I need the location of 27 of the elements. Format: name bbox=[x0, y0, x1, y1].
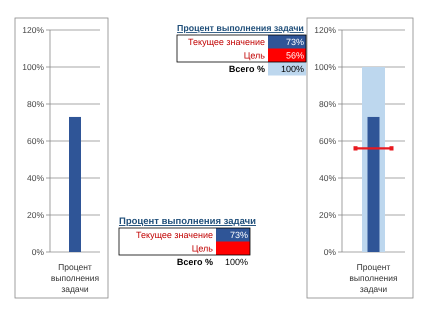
y-tick-label: 40% bbox=[26, 172, 44, 183]
text: 100% bbox=[280, 64, 304, 74]
y-tick-label: 100% bbox=[22, 62, 44, 72]
text: 56% bbox=[286, 50, 304, 60]
y-tick-label: 80% bbox=[26, 98, 44, 109]
y-tick-label: 100% bbox=[314, 62, 336, 72]
category-label: Текущее значение bbox=[136, 230, 213, 240]
y-tick-label: 120% bbox=[314, 24, 336, 35]
text: 73% bbox=[286, 36, 304, 47]
category-label: Всего % bbox=[228, 64, 265, 74]
y-tick-label: 120% bbox=[22, 24, 44, 35]
category-label: Текущее значение bbox=[188, 36, 265, 47]
text: Процент выполнения задачи bbox=[119, 216, 256, 227]
y-tick-label: 80% bbox=[318, 98, 336, 109]
y-tick-label: 0% bbox=[32, 246, 44, 257]
y-tick-label: 20% bbox=[318, 210, 336, 220]
y-tick-label: 60% bbox=[318, 136, 336, 146]
category-label: Цель bbox=[244, 50, 266, 60]
text: 73% bbox=[230, 230, 248, 240]
text: Процент выполнения задачи bbox=[177, 23, 304, 33]
y-tick-label: 40% bbox=[318, 172, 336, 183]
y-tick-label: 20% bbox=[26, 210, 44, 220]
y-tick-label: 0% bbox=[324, 246, 336, 257]
category-label: Всего % bbox=[176, 256, 213, 267]
y-tick-label: 60% bbox=[26, 136, 44, 146]
text: 100% bbox=[224, 256, 248, 267]
category-label: Цель bbox=[192, 243, 214, 254]
